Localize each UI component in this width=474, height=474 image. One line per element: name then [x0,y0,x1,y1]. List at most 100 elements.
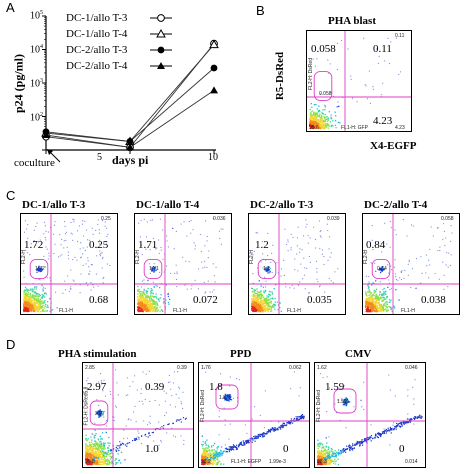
flow-event [326,410,328,413]
flow-event [251,438,254,440]
flow-event [203,367,206,369]
flow-event [118,449,120,452]
flow-event [371,299,373,301]
flow-event [327,118,329,120]
flow-event [310,126,312,128]
flow-event [281,425,283,427]
flow-event [28,300,31,302]
flow-event [377,62,379,64]
flow-event [445,264,447,266]
flow-event [315,117,317,119]
flow-event [267,301,269,304]
flow-event [153,271,155,273]
flow-event [87,284,89,287]
flow-event [92,448,95,451]
flow-event [269,298,272,300]
flow-event [104,460,107,462]
flow-event [29,296,31,298]
flow-event [43,301,46,303]
flow-event [34,310,37,312]
flow-event [39,239,41,241]
flow-event [81,253,84,255]
flow-event [148,305,150,308]
flow-event [437,249,439,252]
flow-event [124,444,127,446]
flow-event [96,442,99,444]
flow-event [390,227,392,229]
flow-event [335,115,337,117]
flow-event [230,449,232,451]
flow-event [334,124,337,126]
flow-event [127,394,129,396]
flow-event [251,291,253,293]
flow-event [39,270,41,273]
flow-event [314,116,317,118]
flow-event [134,438,136,440]
flow-event [90,264,93,266]
flow-event [45,239,47,241]
flow-event [91,458,94,461]
flow-event [323,117,326,119]
flow-event [142,308,144,310]
flow-event [261,301,263,304]
flow-event [260,290,262,292]
a-series-line-4 [45,90,215,148]
flow-event [186,288,188,290]
flow-event [85,461,88,463]
flow-event [269,301,271,304]
flow-event [142,305,144,307]
flow-event [264,269,266,271]
flow-event [205,456,207,459]
flow-event [87,260,89,262]
d2-ul: 1.8 [209,381,223,393]
flow-event [149,297,151,299]
flow-event [287,422,289,424]
flow-event [208,453,211,455]
flow-event [158,300,160,302]
flow-event [182,417,185,419]
flow-event [367,302,369,304]
flow-event [162,258,164,260]
flow-event [141,400,143,402]
flow-event [375,306,378,309]
flow-event [371,297,374,299]
flow-event [159,297,162,299]
flow-event [115,462,117,465]
flow-event [252,273,254,275]
flow-event [267,308,270,310]
flow-event [85,456,87,458]
flow-event [111,463,113,465]
flow-event [70,269,72,271]
a-series-2-point-1 [41,128,51,137]
flow-event [438,278,440,280]
flow-event [204,450,206,452]
flow-event [213,459,215,461]
flow-event [376,295,378,297]
flow-event [155,308,158,311]
flow-event [216,448,218,450]
d2-y: FL2-H: DsRed [199,390,206,422]
flow-event [290,418,293,420]
flow-event [37,268,39,270]
flow-event [232,446,234,448]
flow-event [97,438,99,440]
flow-event [141,309,143,312]
flow-event [97,443,100,445]
flow-event [140,300,143,302]
flow-event [394,307,396,309]
flow-event [98,229,100,231]
flow-event [23,305,25,307]
flow-event [211,456,213,459]
flow-event [253,435,255,438]
flow-event [368,296,370,299]
flow-event [251,298,253,301]
flow-event [277,428,279,430]
flow-event [116,382,118,384]
flow-event [99,443,101,445]
flow-event [147,301,149,304]
flow-event [400,271,402,273]
flow-event [320,118,322,120]
flow-event [208,450,210,452]
flow-event [139,296,142,299]
flow-event [139,307,141,309]
